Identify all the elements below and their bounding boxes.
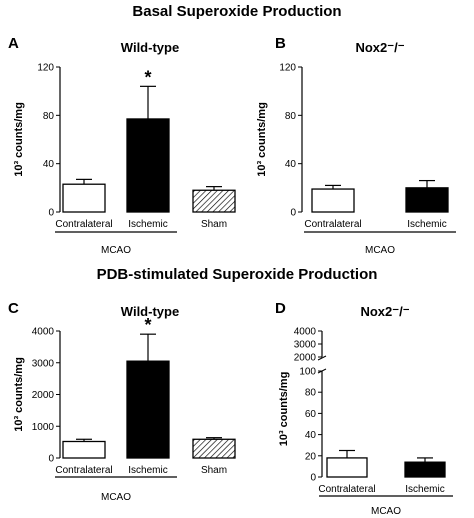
panel-d-upper-tick-label: 2000 [294, 353, 317, 364]
panel-b-tick-label: 80 [285, 111, 297, 122]
panel-b-bar [405, 187, 449, 213]
panel-d-bar [326, 457, 368, 478]
panel-a-tick-label: 40 [43, 159, 55, 170]
panel-c-tick-label: 4000 [32, 327, 55, 338]
panel-d-tick-label: 100 [299, 367, 316, 378]
panel-c-category-label: Contralateral [55, 465, 112, 476]
panel-a-bar [126, 118, 170, 213]
panel-a-category-label: Ischemic [128, 219, 167, 230]
panel-c-bar [126, 360, 170, 459]
panel-d-group-label: MCAO [371, 506, 401, 517]
panel-b-tick-label: 40 [285, 159, 297, 170]
panel-c-y-label: 10³ counts/mg [13, 357, 25, 432]
panel-a-group-label: MCAO [101, 245, 131, 256]
panel-a-category-label: Contralateral [55, 219, 112, 230]
panel-c-tick-label: 3000 [32, 358, 55, 369]
panel-letter-a: A [8, 35, 19, 52]
panel-d-category-label: Contralateral [318, 484, 375, 495]
panel-c-tick-label: 1000 [32, 422, 55, 433]
panel-b-title: Nox2⁻/⁻ [355, 40, 404, 55]
section-title-basal: Basal Superoxide Production [132, 3, 342, 20]
panel-a-significance-star: * [144, 67, 151, 87]
panel-letter-b: B [275, 35, 286, 52]
section-title-pdb: PDB-stimulated Superoxide Production [96, 266, 378, 283]
panel-letter-d: D [275, 300, 286, 317]
panel-c-tick-label: 2000 [32, 390, 55, 401]
panel-d-upper-tick-label: 4000 [294, 327, 317, 338]
panel-b-tick-label: 120 [279, 63, 296, 74]
panel-c-category-label: Sham [201, 465, 227, 476]
panel-b-tick-label: 0 [290, 208, 296, 219]
panel-letter-c: C [8, 300, 19, 317]
panel-b-category-label: Contralateral [304, 219, 361, 230]
panel-c-bar [192, 438, 236, 459]
panel-d-tick-label: 40 [305, 430, 317, 441]
panel-a-tick-label: 0 [48, 208, 54, 219]
panel-a-y-label: 10³ counts/mg [13, 102, 25, 177]
panel-d-y-label: 10³ counts/mg [278, 372, 290, 447]
panel-d-tick-label: 60 [305, 409, 317, 420]
panel-a-bar [192, 189, 236, 213]
panel-b-y-label: 10³ counts/mg [256, 102, 268, 177]
panel-b-category-label: Ischemic [407, 219, 446, 230]
panel-d-bar [404, 461, 446, 478]
panel-d-upper-tick-label: 3000 [294, 340, 317, 351]
panel-a-title: Wild-type [121, 40, 179, 55]
panel-d-title: Nox2⁻/⁻ [360, 304, 409, 319]
panel-a-tick-label: 80 [43, 111, 55, 122]
panel-c-category-label: Ischemic [128, 465, 167, 476]
panel-a-category-label: Sham [201, 219, 227, 230]
panel-c-tick-label: 0 [48, 454, 54, 465]
panel-c-bar [62, 440, 106, 459]
panel-c-significance-star: * [144, 315, 151, 335]
panel-d-tick-label: 80 [305, 388, 317, 399]
panel-d-tick-label: 20 [305, 451, 317, 462]
panel-d-tick-label: 0 [310, 473, 316, 484]
panel-a-tick-label: 120 [37, 63, 54, 74]
panel-c-title: Wild-type [121, 304, 179, 319]
panel-b-group-label: MCAO [365, 245, 395, 256]
panel-c-group-label: MCAO [101, 492, 131, 503]
panel-d-axis-break-mark [317, 355, 327, 361]
panel-a-bar [62, 183, 106, 213]
panel-b-bar [311, 188, 355, 213]
panel-d-category-label: Ischemic [405, 484, 444, 495]
